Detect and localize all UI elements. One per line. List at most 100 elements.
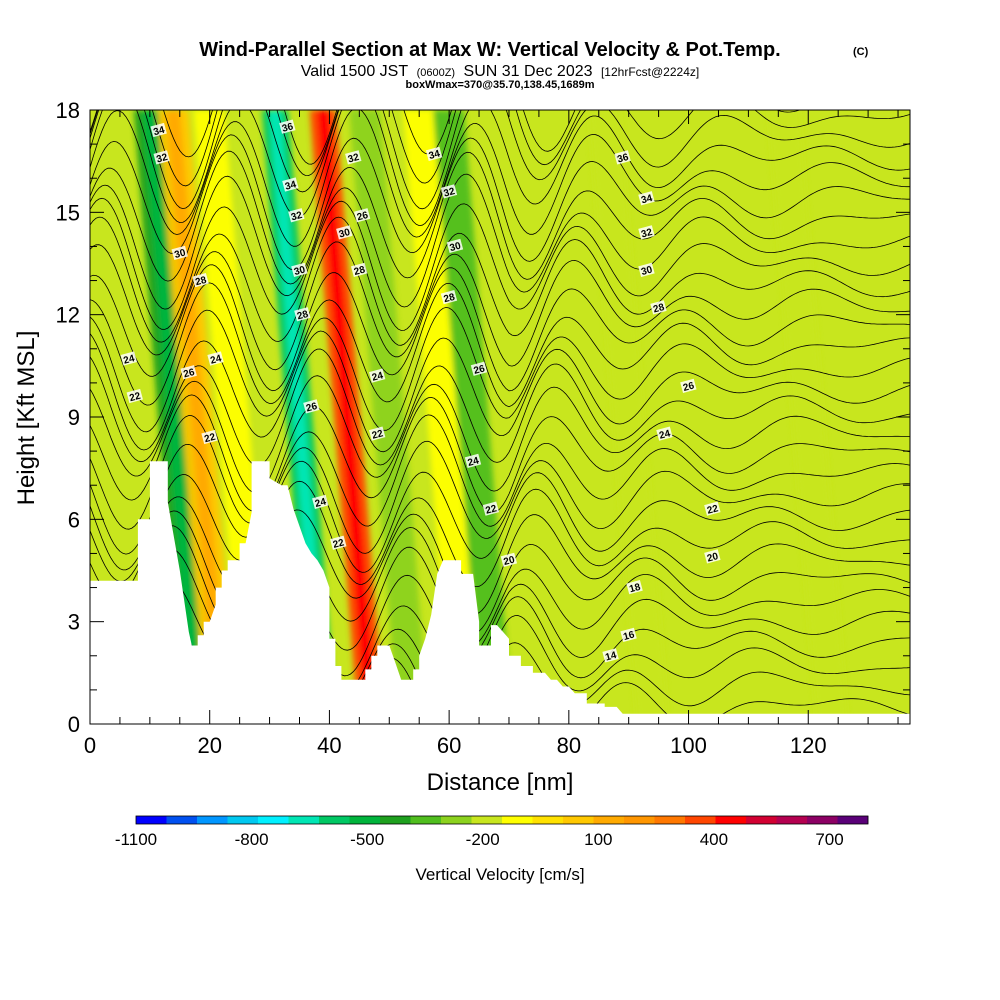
x-tick-label: 60: [437, 733, 461, 758]
isentrope-label: 26: [303, 399, 320, 415]
isentrope-line: [90, 110, 910, 210]
colorbar: -1100 -800 -500 -200 100 400 700: [115, 815, 869, 849]
svg-text:32: 32: [443, 186, 457, 200]
isentrope-line: [90, 375, 910, 494]
colorbar-swatch: [715, 816, 747, 824]
isentrope-label: 18: [626, 579, 643, 596]
svg-text:34: 34: [152, 125, 166, 139]
colorbar-swatch: [807, 816, 838, 824]
svg-text:28: 28: [296, 309, 310, 323]
isentrope-line: [90, 150, 910, 285]
y-tick-label: 3: [68, 610, 80, 635]
svg-text:30: 30: [293, 264, 307, 278]
colorbar-swatch: [258, 816, 289, 824]
colorbar-swatch: [624, 816, 655, 824]
colorbar-swatch: [197, 816, 228, 824]
y-axis-label: Height [Kft MSL]: [13, 331, 40, 506]
svg-text:26: 26: [182, 367, 196, 381]
isentrope-label: 26: [353, 208, 371, 223]
isentrope-label: 16: [620, 627, 637, 643]
isentrope-label: 28: [192, 272, 209, 289]
isentrope-line: [90, 330, 910, 453]
isentrope-label: 32: [638, 225, 655, 241]
isentrope-label: 22: [330, 535, 347, 551]
colorbar-swatch: [166, 816, 198, 824]
svg-text:22: 22: [128, 391, 142, 405]
isentrope-line: [90, 134, 910, 271]
isentrope-line: [90, 110, 910, 227]
svg-text:26: 26: [305, 401, 319, 415]
svg-text:36: 36: [281, 121, 295, 135]
svg-text:18: 18: [628, 582, 642, 596]
svg-text:28: 28: [194, 275, 208, 289]
isentrope-label: 24: [312, 494, 329, 510]
isentrope-label: 22: [368, 426, 386, 442]
chart-title-mark: (C): [853, 46, 869, 58]
isentrope-line: [90, 197, 910, 331]
isentrope-label: 32: [345, 150, 362, 166]
x-tick-label: 120: [790, 733, 827, 758]
colorbar-swatch: [532, 816, 564, 824]
svg-text:24: 24: [314, 496, 328, 510]
colorbar-swatch: [349, 816, 381, 824]
svg-text:28: 28: [353, 264, 367, 278]
svg-text:22: 22: [371, 428, 385, 442]
svg-text:32: 32: [290, 210, 304, 224]
svg-text:22: 22: [706, 503, 720, 517]
isentrope-label: 22: [201, 429, 218, 446]
isentrope-label: 30: [638, 262, 655, 278]
colorbar-swatch: [410, 816, 442, 824]
colorbar-swatch: [654, 816, 686, 824]
isentrope-label: 22: [482, 501, 500, 517]
colorbar-swatch: [227, 816, 259, 824]
isentrope-label: 20: [704, 549, 721, 565]
svg-text:16: 16: [622, 629, 636, 643]
isentrope-line: [90, 216, 910, 346]
colorbar-swatch: [593, 816, 625, 824]
isentrope-line: [90, 264, 910, 392]
svg-text:34: 34: [428, 148, 442, 162]
isentrope-label: 34: [150, 122, 167, 139]
y-tick-label: 6: [68, 507, 80, 532]
isentrope-label: 24: [656, 426, 673, 442]
chart-subtitle: Valid 1500 JST (0600Z) SUN 31 Dec 2023 […: [301, 63, 699, 80]
colorbar-swatch: [837, 816, 869, 824]
svg-text:24: 24: [371, 370, 385, 384]
subtitle-valid: Valid 1500 JST: [301, 63, 409, 80]
svg-text:22: 22: [203, 432, 217, 446]
colorbar-swatch: [380, 816, 411, 824]
svg-text:36: 36: [616, 152, 630, 166]
svg-text:30: 30: [449, 241, 463, 255]
svg-text:30: 30: [640, 264, 654, 278]
y-tick-label: 18: [56, 98, 80, 123]
colorbar-label: Vertical Velocity [cm/s]: [415, 865, 584, 884]
isentrope-label: 28: [440, 289, 458, 305]
x-tick-label: 20: [197, 733, 221, 758]
colorbar-swatch: [441, 816, 472, 824]
colorbar-swatch: [685, 816, 716, 824]
isentrope-label: 32: [440, 184, 458, 200]
isentrope-label: 34: [638, 191, 655, 207]
isentrope-line: [90, 306, 910, 433]
svg-text:32: 32: [640, 227, 654, 241]
velocity-band: [349, 110, 429, 724]
x-tick-label: 80: [557, 733, 581, 758]
colorbar-tick-label: -200: [466, 830, 500, 849]
colorbar-swatch: [319, 816, 350, 824]
subtitle-fcst: [12hrFcst@2224z]: [601, 65, 699, 79]
isentrope-label: 36: [614, 150, 631, 166]
isentrope-label: 30: [446, 238, 464, 255]
x-axis: 0 20 40 60 80 100 120: [84, 110, 899, 758]
isentrope-label: 36: [279, 119, 296, 135]
y-tick-label: 0: [68, 712, 80, 737]
isentrope-label: 26: [470, 361, 488, 377]
subtitle-utc: (0600Z): [417, 67, 456, 79]
svg-text:34: 34: [640, 193, 654, 207]
velocity-band: [768, 110, 848, 724]
velocity-core: [316, 110, 378, 724]
colorbar-tick-label: 700: [815, 830, 843, 849]
svg-text:32: 32: [347, 152, 361, 166]
isentrope-label: 34: [425, 146, 443, 162]
